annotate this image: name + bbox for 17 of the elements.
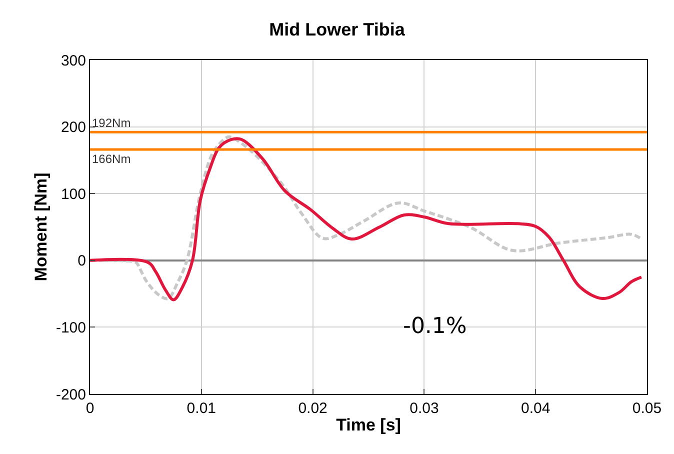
ref-line-label: 166Nm: [92, 152, 131, 166]
y-axis-title: Moment [Nm]: [32, 172, 51, 282]
x-axis-title: Time [s]: [336, 415, 401, 434]
y-tick-label: 0: [78, 252, 86, 270]
x-tick-label: 0.02: [298, 400, 328, 417]
y-tick-label: -100: [56, 319, 86, 336]
annotation: -0.1%: [403, 314, 467, 339]
y-tick-label: 200: [60, 119, 86, 136]
x-tick-label: 0.03: [410, 400, 439, 417]
y-tick-label: 100: [60, 186, 86, 203]
chart-title: Mid Lower Tibia: [269, 19, 406, 40]
x-tick-label: 0.01: [186, 400, 216, 417]
y-tick-label: -200: [56, 386, 86, 404]
x-tick-label: 0.05: [632, 400, 662, 417]
y-tick-label: 300: [60, 52, 86, 70]
ref-line-label: 192Nm: [92, 116, 131, 130]
x-tick-label: 0.04: [521, 400, 550, 417]
